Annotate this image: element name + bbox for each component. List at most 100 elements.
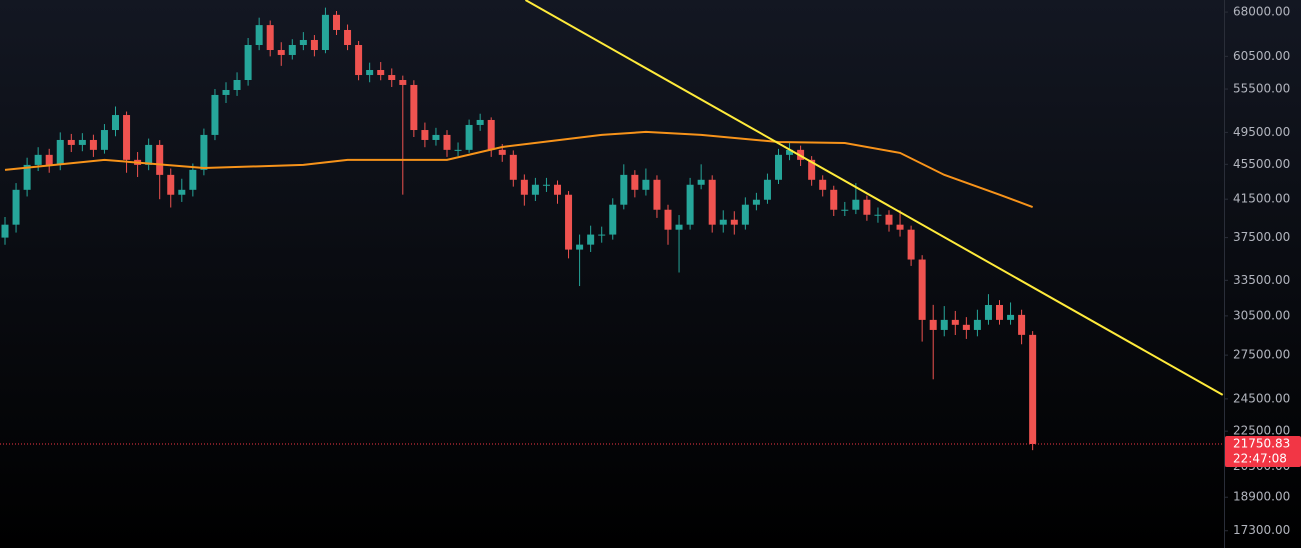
candle-body bbox=[664, 209, 672, 230]
y-tick-label: 33500.00 bbox=[1233, 273, 1290, 287]
candle-body bbox=[333, 14, 340, 30]
candle-body bbox=[830, 189, 838, 210]
candle-body bbox=[896, 224, 904, 230]
y-tick-label: 41500.00 bbox=[1233, 192, 1290, 206]
candle-body bbox=[509, 154, 517, 180]
candle-body bbox=[288, 44, 296, 55]
y-tick-label: 27500.00 bbox=[1233, 348, 1290, 362]
candle-body bbox=[222, 89, 230, 95]
candle-body bbox=[973, 319, 981, 330]
candle-body bbox=[443, 134, 451, 150]
candle-body bbox=[1018, 314, 1026, 335]
candle-body bbox=[156, 144, 164, 175]
candle-body bbox=[808, 159, 816, 180]
candle-body bbox=[12, 189, 20, 225]
candle-body bbox=[344, 29, 352, 45]
candle-body bbox=[642, 179, 650, 190]
candle-body bbox=[962, 324, 970, 330]
price-axis: 68000.00 60500.00 55500.00 49500.00 45500.00… bbox=[1224, 5, 1301, 537]
candle-body bbox=[819, 179, 827, 190]
candle-body bbox=[299, 39, 307, 45]
last-price-box bbox=[1225, 435, 1301, 467]
candle-body bbox=[907, 229, 915, 260]
candle-body bbox=[255, 25, 263, 45]
candle-body bbox=[211, 94, 219, 135]
candle-body bbox=[377, 69, 385, 76]
candle-body bbox=[321, 14, 329, 51]
candle-body bbox=[520, 179, 528, 195]
candle-body bbox=[565, 194, 573, 250]
candle-body bbox=[178, 189, 186, 195]
candle-body bbox=[112, 115, 119, 131]
candle-body bbox=[1007, 314, 1015, 320]
y-tick-label: 18900.00 bbox=[1233, 490, 1290, 504]
candle-body bbox=[410, 84, 418, 131]
candle-body bbox=[951, 319, 959, 325]
candle-body bbox=[885, 214, 893, 225]
candle-body bbox=[200, 134, 208, 170]
candle-body bbox=[686, 184, 694, 225]
candle-body bbox=[145, 144, 153, 165]
candle-body bbox=[542, 184, 550, 186]
candle-body bbox=[609, 204, 617, 235]
candle-body bbox=[100, 130, 108, 150]
candle-body bbox=[465, 124, 473, 150]
candle-body bbox=[366, 69, 374, 76]
candle-body bbox=[719, 219, 727, 225]
candle-body bbox=[189, 169, 197, 190]
candle-body bbox=[576, 244, 584, 250]
plot bbox=[0, 0, 1224, 451]
candle-body bbox=[631, 174, 639, 190]
candle-body bbox=[454, 149, 462, 151]
candle-body bbox=[1, 224, 9, 238]
y-tick-label: 45500.00 bbox=[1233, 157, 1290, 171]
candle-body bbox=[233, 79, 241, 90]
candle-body bbox=[752, 199, 760, 205]
candle-body bbox=[498, 149, 506, 155]
candle-body bbox=[918, 259, 926, 320]
candle-body bbox=[1029, 334, 1037, 444]
candle-body bbox=[984, 304, 992, 320]
candle-body bbox=[78, 139, 86, 145]
candle-body bbox=[67, 139, 75, 145]
y-tick-label: 68000.00 bbox=[1233, 5, 1290, 19]
candle-body bbox=[277, 50, 285, 55]
candle-body bbox=[996, 304, 1003, 320]
candle-body bbox=[598, 234, 606, 236]
candle-body bbox=[388, 75, 396, 80]
candle-body bbox=[620, 174, 628, 205]
candle-body bbox=[929, 319, 937, 330]
y-tick-label: 37500.00 bbox=[1233, 230, 1290, 244]
candle-body bbox=[355, 44, 363, 76]
candle-body bbox=[531, 184, 539, 195]
candle-body bbox=[476, 119, 484, 125]
last-price-label: 21750.83 bbox=[1233, 436, 1290, 450]
candle-body bbox=[852, 199, 860, 210]
candle-body bbox=[34, 154, 42, 165]
candle-body bbox=[23, 164, 31, 190]
y-tick-label: 17300.00 bbox=[1233, 523, 1290, 537]
candle-body bbox=[89, 139, 97, 150]
candle-body bbox=[708, 179, 716, 225]
candle-body bbox=[266, 25, 274, 51]
candle-body bbox=[587, 234, 595, 245]
candle-body bbox=[874, 214, 882, 216]
candle-body bbox=[432, 134, 440, 140]
candle-body bbox=[45, 154, 53, 165]
candle-body bbox=[763, 179, 771, 200]
candle-body bbox=[841, 209, 849, 211]
countdown-label: 22:47:08 bbox=[1233, 451, 1287, 465]
candle-body bbox=[123, 115, 131, 160]
y-tick-label: 60500.00 bbox=[1233, 49, 1290, 63]
moving-average bbox=[4, 130, 1033, 208]
candle-body bbox=[487, 119, 495, 150]
y-tick-label: 24500.00 bbox=[1233, 391, 1290, 405]
y-tick-label: 55500.00 bbox=[1233, 82, 1290, 96]
candle-body bbox=[653, 179, 661, 210]
candle-body bbox=[697, 179, 705, 185]
candle-body bbox=[786, 149, 794, 155]
candle-body bbox=[940, 319, 948, 330]
candle-body bbox=[863, 199, 871, 215]
